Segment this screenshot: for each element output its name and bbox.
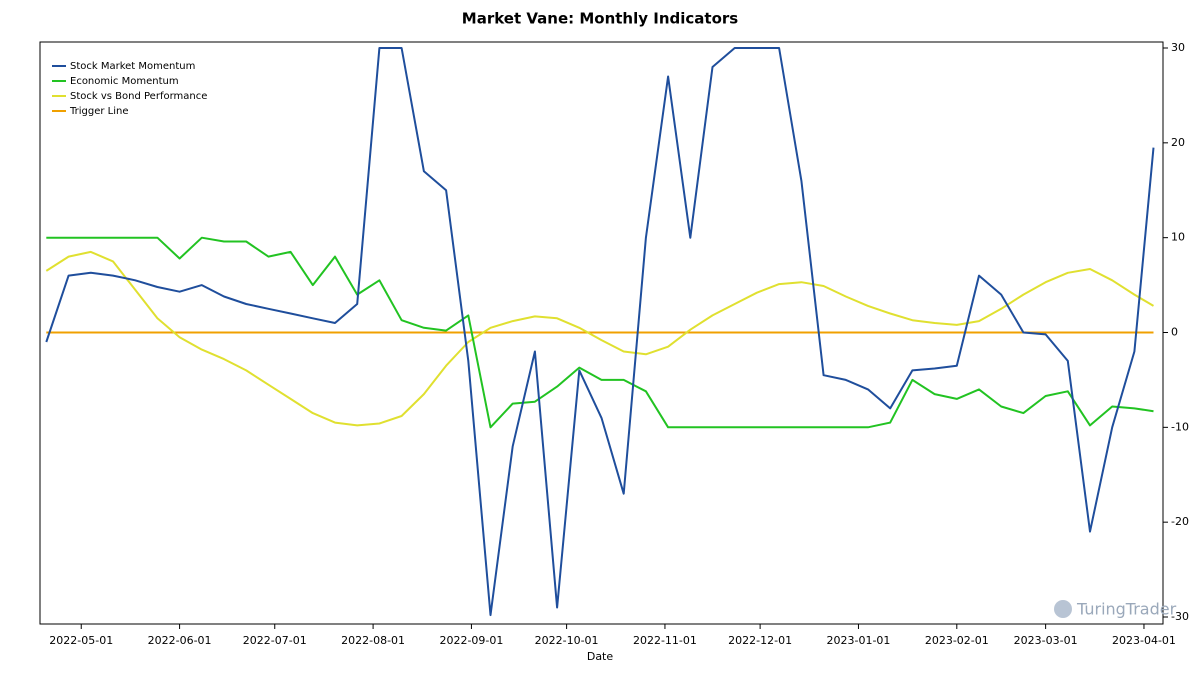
series-line: [45, 250, 1155, 427]
x-tick-label: 2022-07-01: [243, 634, 307, 647]
x-tick-label: 2023-02-01: [925, 634, 989, 647]
y-tick-label: -20: [1171, 515, 1189, 528]
y-tick-label: 20: [1171, 136, 1185, 149]
x-tick-label: 2023-03-01: [1014, 634, 1078, 647]
legend-label: Stock Market Momentum: [70, 61, 195, 72]
legend-label: Trigger Line: [69, 106, 129, 117]
x-tick-label: 2022-05-01: [49, 634, 113, 647]
chart-title: Market Vane: Monthly Indicators: [462, 10, 738, 28]
x-tick-label: 2022-10-01: [535, 634, 599, 647]
y-tick-label: 0: [1171, 326, 1178, 339]
legend-label: Economic Momentum: [70, 76, 179, 87]
watermark-logo: [1054, 600, 1072, 618]
y-tick-label: -30: [1171, 610, 1189, 623]
x-tick-label: 2023-04-01: [1112, 634, 1176, 647]
x-tick-label: 2022-08-01: [341, 634, 405, 647]
x-tick-label: 2023-01-01: [826, 634, 890, 647]
y-tick-label: 30: [1171, 41, 1185, 54]
x-tick-label: 2022-06-01: [148, 634, 212, 647]
watermark: TuringTrader: [1054, 600, 1177, 619]
y-tick-label: -10: [1171, 420, 1189, 433]
x-tick-label: 2022-09-01: [439, 634, 503, 647]
x-tick-label: 2022-12-01: [728, 634, 792, 647]
series-line: [45, 47, 1155, 617]
watermark-text: TuringTrader: [1076, 600, 1177, 619]
y-tick-label: 10: [1171, 231, 1185, 244]
x-tick-label: 2022-11-01: [633, 634, 697, 647]
legend-label: Stock vs Bond Performance: [70, 91, 207, 102]
x-axis-label: Date: [587, 650, 614, 663]
series-line: [46, 236, 1154, 429]
